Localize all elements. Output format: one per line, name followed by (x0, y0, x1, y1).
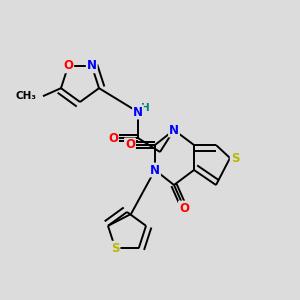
Text: O: O (125, 139, 135, 152)
Text: H: H (141, 103, 149, 113)
Text: N: N (133, 106, 143, 118)
Text: S: S (111, 242, 119, 255)
Text: N: N (87, 59, 97, 72)
Text: O: O (179, 202, 189, 214)
Text: N: N (150, 164, 160, 176)
Text: S: S (231, 152, 239, 164)
Text: O: O (108, 131, 118, 145)
Text: CH₃: CH₃ (16, 91, 37, 101)
Text: O: O (63, 59, 73, 72)
Text: N: N (169, 124, 179, 136)
